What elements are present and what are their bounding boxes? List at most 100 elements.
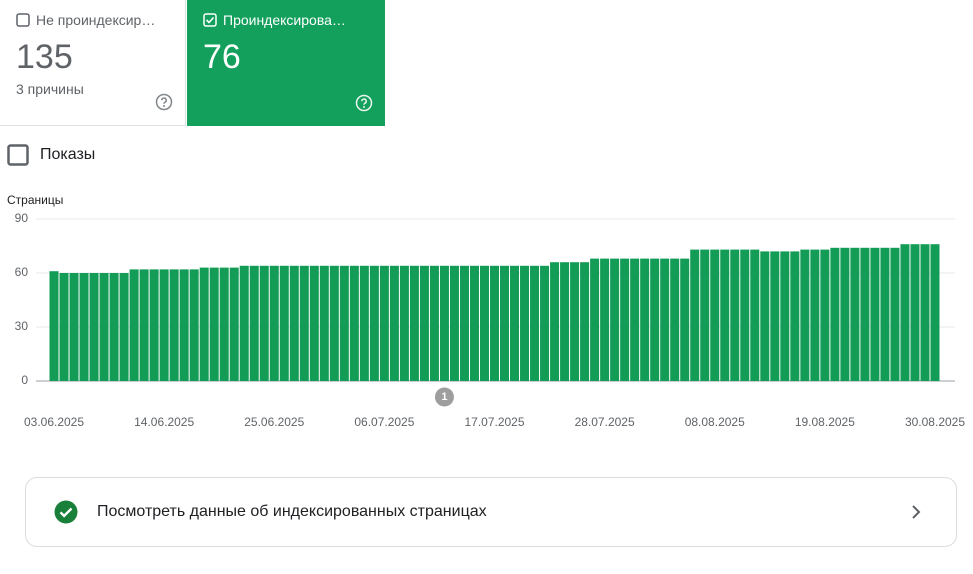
bar [139,269,149,381]
checkbox[interactable] [7,144,29,166]
bar [820,249,830,381]
bar [640,258,650,381]
bar [590,258,600,381]
bar [690,249,700,381]
checkbox[interactable] [16,13,30,27]
bar [750,249,760,381]
bar [489,265,500,381]
checkbox[interactable] [203,13,217,27]
bar [79,273,89,381]
bar [369,265,379,381]
bar [930,244,940,381]
bar [810,249,820,381]
bar [660,258,670,381]
bar [179,269,189,381]
bar [319,265,329,381]
bar [790,251,800,381]
bar [189,269,199,381]
bar [119,273,129,381]
card-label-row: Проиндексирова… [203,12,369,28]
bar [870,247,880,381]
chart: Страницы 0 30 60 90 03.06.2025 14.06.2025 25.0… [7,193,965,429]
bar [560,262,570,381]
bar [860,247,870,381]
bar [710,249,720,381]
bar [890,247,900,381]
bar [469,265,479,381]
bar [299,265,309,381]
bar [920,244,930,381]
bar [379,265,389,381]
not-indexed-card[interactable]: Не проиндексир… 135 3 причины [0,0,186,126]
bar [99,273,109,381]
bar [500,265,510,381]
bar [239,265,249,381]
bar [59,273,69,381]
annotation-label: 1 [441,391,447,403]
annotation-marker [434,387,454,407]
success-icon [54,500,78,524]
bar [840,247,850,381]
x-tick-label: 19.08.2025 [795,415,855,429]
x-tick-label: 08.08.2025 [685,415,745,429]
x-tick-label: 03.06.2025 [24,415,84,429]
indexed-pages-link[interactable]: Посмотреть данные об индексированных стр… [25,477,957,547]
toggle-label: Показы [40,146,96,163]
bar [429,265,439,381]
bar [830,247,840,381]
bar [419,265,429,381]
bar [680,258,690,381]
help-icon[interactable] [155,93,173,111]
x-tick-label: 30.08.2025 [905,415,965,429]
card-label: Проиндексирова… [223,12,346,28]
bar [630,258,640,381]
bar [700,249,710,381]
bar [720,249,730,381]
bar [600,258,610,381]
bar [530,265,540,381]
bar [279,265,289,381]
help-icon[interactable] [355,94,373,112]
bar [249,265,259,381]
bar [269,265,279,381]
bar [109,273,119,381]
bar [89,273,99,381]
bar [740,249,750,381]
bar [730,249,740,381]
bar [520,265,530,381]
bar [149,269,159,381]
bar [439,265,449,381]
card-value: 76 [203,38,241,76]
bar [409,265,419,381]
bar [880,247,890,381]
bar [580,262,590,381]
x-tick-label: 28.07.2025 [575,415,635,429]
card-note: 3 причины [16,81,84,97]
indexed-card[interactable]: Проиндексирова… 76 [187,0,385,126]
y-tick-label: 0 [21,373,28,387]
y-tick-label: 60 [15,265,29,279]
bar [770,251,780,381]
chevron [912,505,921,519]
impressions-toggle[interactable]: Показы [7,144,95,166]
bar [349,265,359,381]
y-tick-label: 30 [15,319,29,333]
bar [850,247,860,381]
bar [510,265,520,381]
bar [199,267,209,381]
bar [49,271,59,381]
bar [479,265,489,381]
bar [259,265,269,381]
bar [910,244,920,381]
card-label: Не проиндексир… [36,12,156,28]
bar [670,258,680,381]
bar [129,269,139,381]
bar [339,265,349,381]
y-tick-label: 90 [15,211,29,225]
bar [399,265,409,381]
bar [449,265,459,381]
bar [359,265,369,381]
x-tick-label: 06.07.2025 [354,415,414,429]
bar [780,251,790,381]
link-label: Посмотреть данные об индексированных стр… [97,503,487,520]
